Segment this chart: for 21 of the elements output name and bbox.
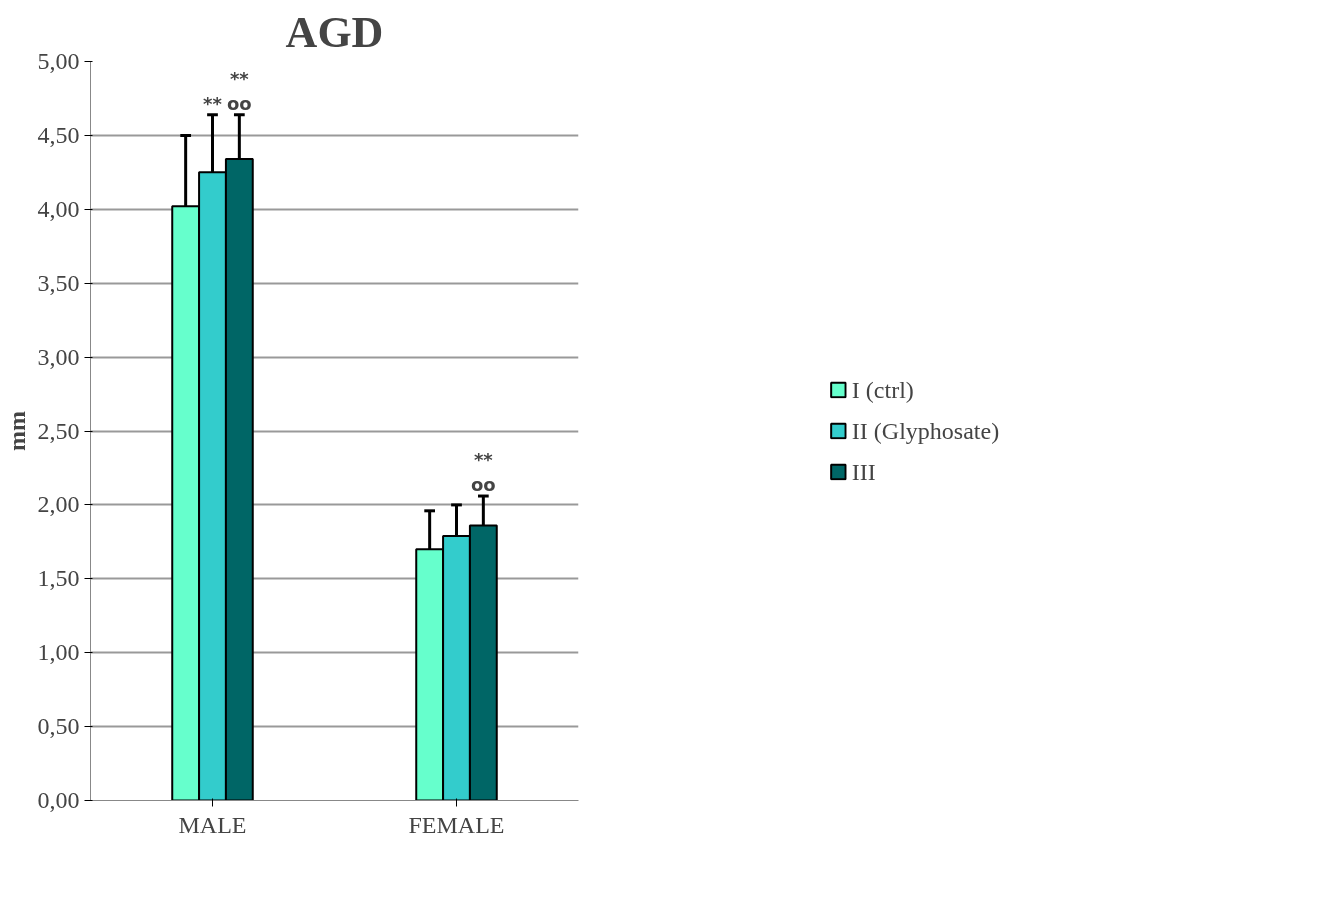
annotation: ** (203, 92, 223, 114)
y-tick-label: 4,00 (37, 195, 80, 222)
y-tick-label: 0,00 (37, 787, 80, 813)
annotation: ** oo (226, 67, 252, 114)
y-tick-label: 1,50 (37, 565, 80, 592)
x-tick-label: MALE (178, 811, 247, 838)
y-tick-label: 3,50 (37, 269, 80, 296)
annotation: ** oo (470, 448, 496, 496)
y-tick-label: 3,00 (37, 343, 80, 370)
y-tick-label: 1,00 (37, 639, 80, 666)
x-tick-label: FEMALE (408, 811, 505, 838)
y-tick-label: 2,00 (37, 491, 80, 518)
legend-label: I (ctrl) (851, 376, 914, 403)
y-tick-label: 0,50 (37, 713, 80, 740)
chart-title: AGD (285, 7, 384, 57)
legend-label: III (851, 458, 876, 485)
y-tick-label: 2,50 (37, 417, 80, 444)
legend-label: II (Glyphosate) (851, 417, 1000, 444)
y-tick-label: 4,50 (37, 121, 80, 148)
y-axis-title: mm (3, 411, 30, 451)
y-tick-label: 5,00 (37, 48, 80, 74)
